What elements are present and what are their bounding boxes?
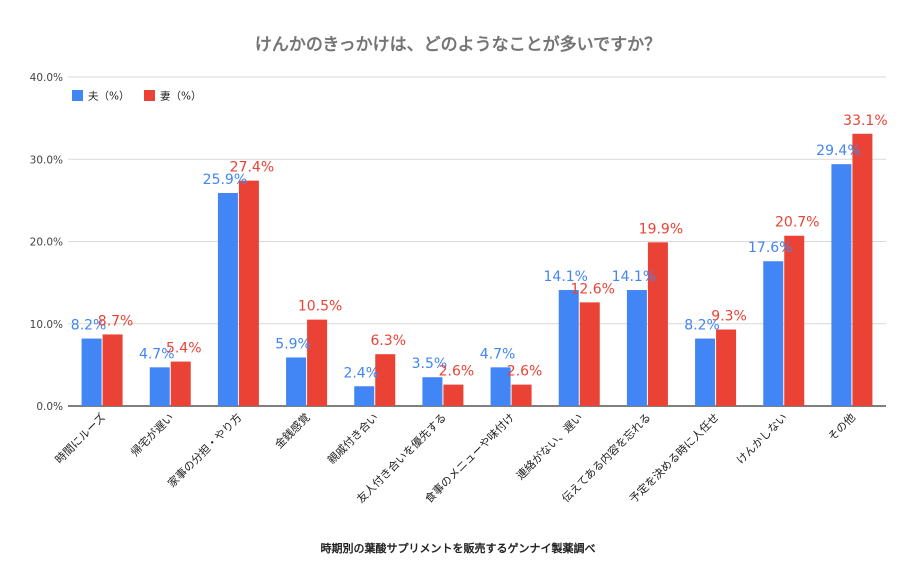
gridlines bbox=[68, 76, 886, 407]
bar-husband bbox=[81, 338, 102, 406]
bar-husband bbox=[149, 367, 170, 406]
legend-label: 妻（%） bbox=[160, 90, 201, 103]
y-axis-ticks: 0.0% 10.0% 20.0% 30.0% 40.0% bbox=[30, 72, 63, 413]
data-label: 14.1% bbox=[544, 269, 588, 285]
source-footnote: 時期別の葉酸サプリメントを販売するゲンナイ製薬調べ bbox=[320, 542, 596, 555]
data-labels: 8.2%8.7%4.7%5.4%25.9%27.4%5.9%10.5%2.4%6… bbox=[71, 113, 888, 382]
x-tick-label: 帰宅が遅い bbox=[128, 410, 177, 459]
data-label: 6.3% bbox=[370, 333, 406, 349]
bar-husband bbox=[626, 290, 647, 406]
data-label: 2.4% bbox=[343, 365, 379, 381]
bar-husband bbox=[354, 386, 375, 406]
bar-husband bbox=[763, 261, 784, 406]
bar-husband bbox=[286, 357, 307, 406]
data-label: 10.5% bbox=[298, 299, 342, 315]
bar-husband bbox=[217, 192, 238, 406]
bar-wife bbox=[170, 361, 191, 406]
data-label: 2.6% bbox=[439, 364, 475, 380]
data-label: 25.9% bbox=[203, 172, 247, 188]
bar-husband bbox=[695, 338, 716, 406]
data-label: 8.7% bbox=[98, 313, 134, 329]
data-label: 5.9% bbox=[275, 336, 311, 352]
chart-title: けんかのきっかけは、どのようなことが多いですか？ bbox=[255, 34, 661, 55]
data-label: 5.4% bbox=[166, 341, 202, 357]
y-tick-label: 40.0% bbox=[30, 72, 63, 84]
legend-label: 夫（%） bbox=[88, 91, 129, 103]
x-tick-label: その他 bbox=[826, 411, 859, 444]
bar-wife bbox=[579, 302, 600, 406]
bar-wife bbox=[852, 133, 873, 406]
y-tick-label: 20.0% bbox=[30, 237, 63, 249]
legend-swatch bbox=[72, 90, 83, 101]
x-tick-label: 親戚付き合い bbox=[324, 410, 381, 467]
bar-wife bbox=[375, 354, 396, 406]
data-label: 33.1% bbox=[843, 113, 887, 129]
bar-wife bbox=[443, 384, 464, 406]
bar-wife bbox=[784, 235, 805, 406]
data-label: 2.6% bbox=[507, 364, 543, 380]
bar-wife bbox=[307, 319, 328, 406]
bar-husband bbox=[831, 164, 852, 406]
data-label: 8.2% bbox=[71, 318, 107, 334]
x-tick-label: 家事の分担・やり方 bbox=[165, 410, 245, 490]
bar-husband bbox=[422, 377, 443, 406]
bar-wife bbox=[238, 180, 259, 406]
bar-wife bbox=[102, 334, 123, 406]
data-label: 3.5% bbox=[412, 356, 448, 372]
bar-wife bbox=[716, 329, 737, 406]
data-label: 9.3% bbox=[711, 309, 747, 325]
data-label: 20.7% bbox=[775, 215, 819, 231]
bar-husband bbox=[490, 367, 511, 406]
data-label: 4.7% bbox=[139, 346, 175, 362]
data-label: 8.2% bbox=[684, 318, 720, 334]
data-label: 17.6% bbox=[748, 240, 792, 256]
y-tick-label: 0.0% bbox=[36, 401, 63, 413]
data-label: 29.4% bbox=[816, 143, 860, 159]
y-tick-label: 10.0% bbox=[30, 319, 63, 331]
data-label: 19.9% bbox=[639, 221, 683, 237]
bar-wife bbox=[511, 384, 532, 406]
data-label: 4.7% bbox=[480, 346, 516, 362]
data-label: 12.6% bbox=[571, 281, 615, 297]
bar-husband bbox=[558, 290, 579, 406]
data-label: 27.4% bbox=[230, 160, 274, 176]
legend: 夫（%） 妻（%） bbox=[72, 90, 201, 103]
data-label: 14.1% bbox=[612, 269, 656, 285]
legend-swatch bbox=[144, 90, 155, 101]
x-tick-label: 連絡がない、遅い bbox=[513, 410, 585, 482]
x-tick-label: 時間にルーズ bbox=[52, 410, 108, 466]
x-tick-label: けんかしない bbox=[734, 411, 790, 467]
y-tick-label: 30.0% bbox=[30, 154, 63, 166]
x-tick-label: 金銭感覚 bbox=[272, 410, 313, 451]
bar-wife bbox=[647, 242, 668, 406]
bars bbox=[81, 133, 873, 406]
